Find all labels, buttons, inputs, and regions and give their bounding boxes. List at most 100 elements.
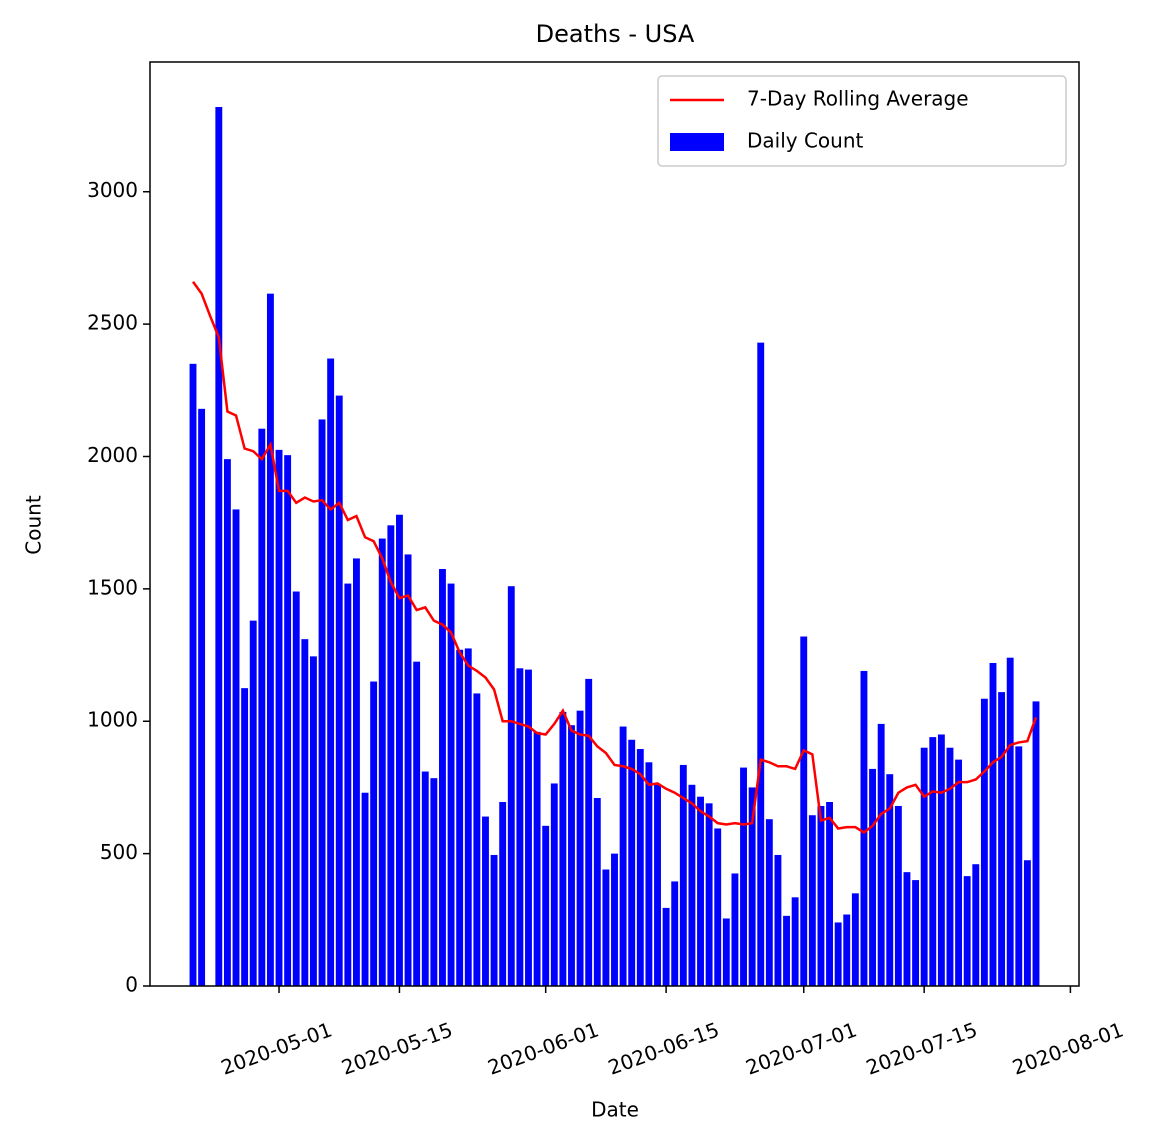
bar — [361, 792, 369, 986]
bar — [972, 864, 980, 986]
bar — [241, 688, 249, 986]
bar — [198, 408, 206, 986]
x-tick-label: 2020-06-15 — [605, 1017, 722, 1079]
legend-box — [657, 75, 1067, 167]
x-tick-label: 2020-07-01 — [743, 1017, 860, 1079]
bar — [189, 363, 197, 986]
bar — [215, 107, 223, 986]
bar — [593, 798, 601, 986]
bar — [585, 678, 593, 986]
bar — [370, 681, 378, 986]
x-tick-label: 2020-06-01 — [484, 1017, 601, 1079]
y-axis-label: Count — [22, 495, 46, 555]
bar — [1006, 657, 1014, 986]
bar — [628, 739, 636, 986]
bar — [697, 796, 704, 986]
bar — [714, 828, 722, 986]
x-tick-label: 2020-08-01 — [1009, 1017, 1126, 1079]
bar — [258, 428, 266, 986]
bar — [335, 395, 343, 986]
bar — [740, 767, 747, 986]
bar — [903, 872, 911, 986]
y-tick-label: 500 — [100, 840, 138, 864]
bar — [817, 805, 825, 986]
bar — [886, 774, 894, 986]
bar — [266, 293, 274, 987]
bar — [757, 342, 765, 986]
bar — [636, 749, 644, 986]
bar — [533, 731, 541, 986]
chart-title: Deaths - USA — [536, 20, 695, 48]
legend-label: 7-Day Rolling Average — [747, 87, 969, 111]
y-tick-label: 3000 — [87, 178, 138, 202]
bar — [800, 636, 808, 986]
bar — [275, 449, 283, 987]
y-tick-label: 1000 — [87, 708, 138, 732]
bar — [851, 893, 859, 986]
bar — [490, 854, 498, 986]
bar — [396, 514, 403, 986]
bar — [344, 583, 352, 986]
bar — [963, 876, 971, 986]
bar — [318, 419, 326, 986]
y-tick-label: 0 — [125, 973, 138, 997]
bar — [525, 669, 532, 986]
y-tick-label: 1500 — [87, 575, 138, 599]
bar — [404, 554, 412, 986]
bar — [645, 762, 653, 986]
bar — [671, 881, 679, 986]
bar — [232, 509, 240, 986]
bar — [1032, 701, 1040, 986]
x-tick-label: 2020-07-15 — [863, 1017, 980, 1079]
bar — [464, 648, 472, 986]
x-tick-label: 2020-05-01 — [218, 1017, 335, 1079]
y-tick-label: 2000 — [87, 443, 138, 467]
bar — [507, 586, 515, 986]
bar — [662, 907, 670, 986]
bar — [378, 538, 386, 986]
bar — [843, 914, 851, 986]
bar — [550, 783, 558, 986]
bar — [499, 801, 507, 986]
bar — [456, 649, 464, 986]
bar — [421, 771, 429, 986]
bar — [568, 725, 575, 986]
bar — [894, 805, 902, 986]
bar — [877, 723, 885, 986]
bar — [955, 759, 963, 986]
bar — [834, 922, 842, 986]
bar — [249, 620, 257, 986]
bar — [447, 583, 455, 986]
bar — [937, 734, 945, 986]
bar — [980, 698, 988, 986]
bar — [439, 569, 446, 986]
bar — [869, 768, 876, 986]
bar — [654, 784, 661, 986]
x-axis-label: Date — [591, 1098, 639, 1122]
bar — [430, 778, 438, 986]
bar — [473, 693, 481, 986]
bar — [327, 358, 335, 986]
line — [191, 281, 1038, 834]
bar — [946, 747, 954, 986]
bar — [783, 915, 790, 986]
bar — [1023, 860, 1031, 986]
bar — [748, 787, 756, 986]
bar — [602, 869, 610, 986]
bar — [731, 873, 739, 986]
bar — [774, 854, 782, 986]
bar — [912, 880, 920, 986]
bar — [765, 819, 773, 986]
bar — [542, 825, 550, 986]
bar — [619, 726, 627, 986]
bar — [387, 525, 395, 986]
legend-swatch — [670, 133, 724, 151]
bar — [679, 764, 687, 986]
bar — [860, 670, 868, 986]
bar — [808, 815, 816, 986]
bar — [413, 661, 421, 986]
bar — [516, 668, 524, 986]
bar — [284, 455, 292, 986]
bar — [722, 918, 730, 986]
